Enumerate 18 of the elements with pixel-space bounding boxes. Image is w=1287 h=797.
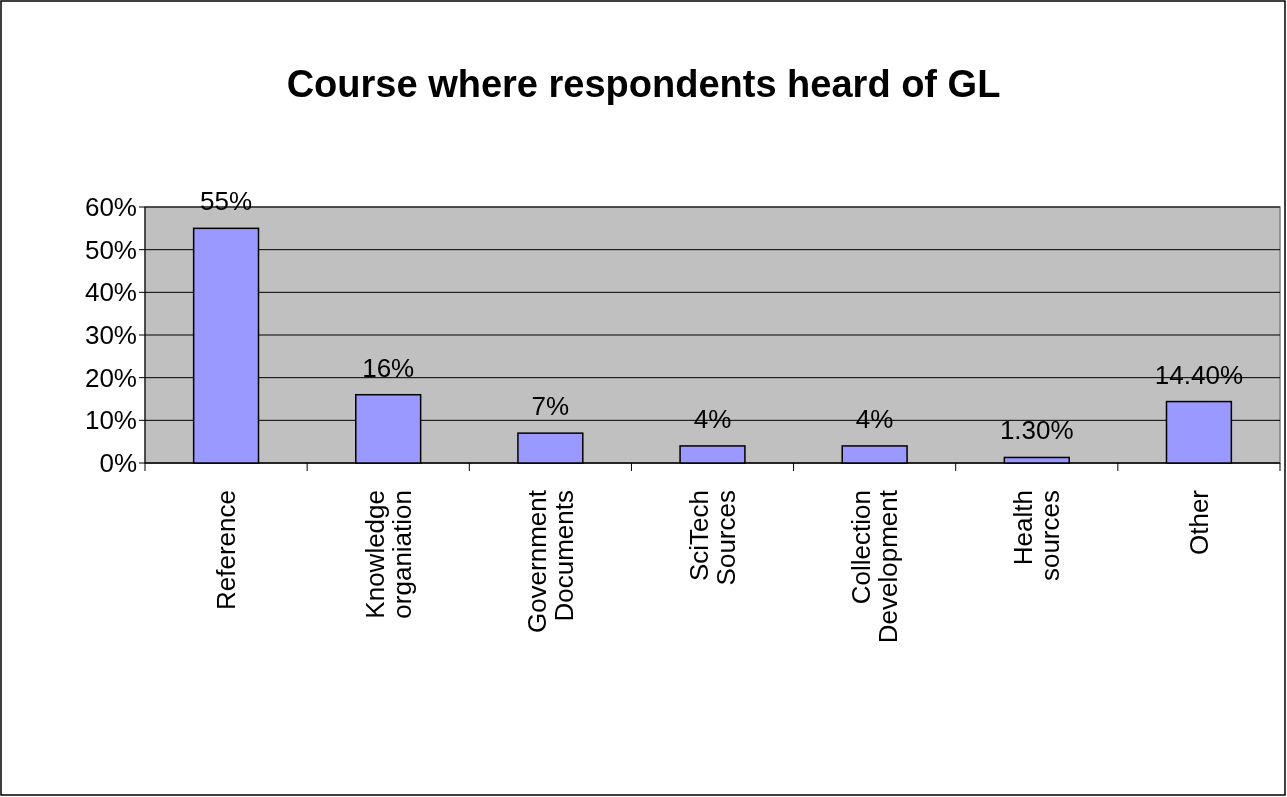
data-label: 16% [362, 352, 415, 383]
data-label: 7% [531, 391, 570, 422]
x-tick-label: Other [1183, 489, 1214, 556]
y-tick-label: 40% [84, 277, 137, 308]
y-tick-label: 30% [84, 320, 137, 351]
x-tick-label: Reference [211, 490, 242, 610]
x-tick-label: SciTech Sources [684, 490, 741, 586]
x-tick-label: Health sources [1008, 490, 1066, 582]
y-tick-label: 10% [84, 405, 137, 436]
y-tick-label: 20% [84, 362, 137, 393]
y-tick-label: 60% [84, 192, 137, 223]
x-tick-label: Knowledge organiation [359, 490, 417, 619]
chart-title: Course where respondents heard of GL [286, 63, 1001, 105]
y-tick-label: 50% [84, 234, 137, 265]
data-label: 1.30% [999, 415, 1074, 446]
x-tick-label: Collection Development [846, 489, 904, 644]
x-tick-label: Government Documents [521, 489, 579, 634]
y-tick-label: 0% [99, 448, 137, 479]
